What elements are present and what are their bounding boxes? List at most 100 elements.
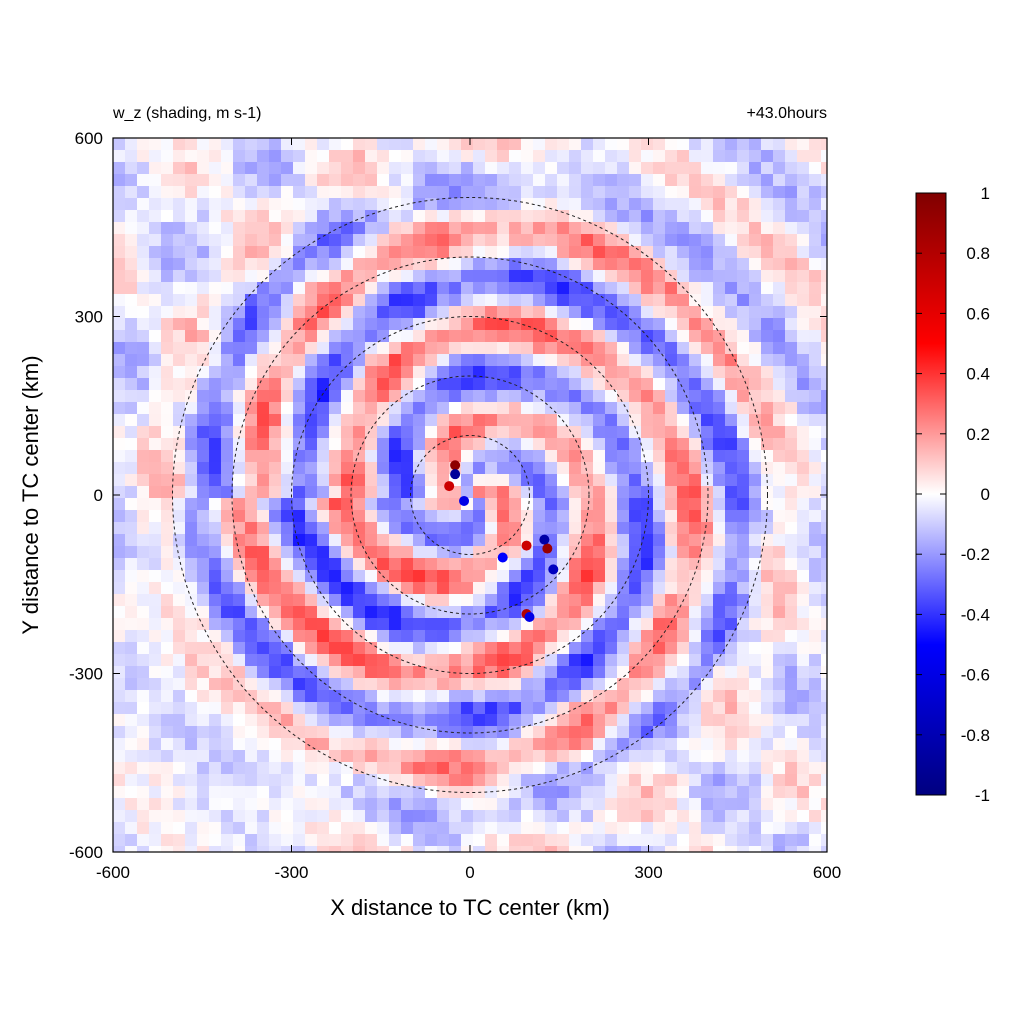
heatmap-cell <box>305 798 318 811</box>
heatmap-cell <box>665 450 678 463</box>
heatmap-cell <box>593 642 606 655</box>
heatmap-cell <box>713 246 726 259</box>
heatmap-cell <box>305 738 318 751</box>
heatmap-cell <box>641 342 654 355</box>
heatmap-cell <box>725 222 738 235</box>
heatmap-cell <box>761 702 774 715</box>
heatmap-cell <box>809 774 822 787</box>
heatmap-cell <box>293 810 306 823</box>
heatmap-cell <box>773 834 786 847</box>
heatmap-cell <box>377 306 390 319</box>
heatmap-cell <box>785 690 798 703</box>
heatmap-cell <box>581 198 594 211</box>
heatmap-cell <box>809 474 822 487</box>
heatmap-cell <box>521 474 534 487</box>
heatmap-cell <box>761 714 774 727</box>
heatmap-cell <box>317 846 330 852</box>
heatmap-cell <box>377 174 390 187</box>
heatmap-cell <box>737 402 750 415</box>
heatmap-cell <box>581 762 594 775</box>
heatmap-cell <box>341 498 354 511</box>
heatmap-cell <box>341 486 354 499</box>
heatmap-cell <box>437 462 450 475</box>
heatmap-cell <box>341 234 354 247</box>
heatmap-cell <box>689 630 702 643</box>
heatmap-cell <box>305 618 318 631</box>
heatmap-cell <box>161 762 174 775</box>
heatmap-cell <box>221 210 234 223</box>
heatmap-cell <box>449 282 462 295</box>
heatmap-cell <box>185 558 198 571</box>
heatmap-cell <box>125 258 138 271</box>
heatmap-cell <box>605 414 618 427</box>
heatmap-cell <box>737 450 750 463</box>
heatmap-cell <box>509 702 522 715</box>
heatmap-cell <box>401 306 414 319</box>
heatmap-cell <box>533 642 546 655</box>
heatmap-cell <box>653 318 666 331</box>
heatmap-cell <box>749 798 762 811</box>
heatmap-cell <box>233 486 246 499</box>
heatmap-cell <box>137 510 150 523</box>
heatmap-cell <box>701 810 714 823</box>
heatmap-cell <box>197 510 210 523</box>
heatmap-cell <box>365 846 378 852</box>
heatmap-cell <box>161 282 174 295</box>
heatmap-cell <box>785 786 798 799</box>
heatmap-cell <box>617 762 630 775</box>
heatmap-cell <box>581 234 594 247</box>
heatmap-cell <box>137 762 150 775</box>
heatmap-cell <box>245 186 258 199</box>
heatmap-cell <box>701 702 714 715</box>
heatmap-cell <box>593 306 606 319</box>
heatmap-cell <box>113 330 126 343</box>
heatmap-cell <box>785 570 798 583</box>
heatmap-cell <box>809 546 822 559</box>
heatmap-cell <box>521 234 534 247</box>
heatmap-cell <box>617 534 630 547</box>
heatmap-cell <box>797 522 810 535</box>
heatmap-cell <box>257 402 270 415</box>
heatmap-cell <box>281 702 294 715</box>
heatmap-cell <box>137 402 150 415</box>
heatmap-cell <box>269 570 282 583</box>
heatmap-cell <box>341 210 354 223</box>
heatmap-cell <box>737 798 750 811</box>
heatmap-cell <box>137 618 150 631</box>
heatmap-cell <box>773 234 786 247</box>
heatmap-cell <box>629 702 642 715</box>
heatmap-cell <box>461 174 474 187</box>
heatmap-cell <box>329 474 342 487</box>
heatmap-cell <box>149 498 162 511</box>
heatmap-cell <box>773 522 786 535</box>
heatmap-cell <box>449 606 462 619</box>
heatmap-cell <box>581 846 594 852</box>
heatmap-cell <box>713 462 726 475</box>
heatmap-cell <box>185 186 198 199</box>
heatmap-cell <box>437 678 450 691</box>
heatmap-cell <box>749 558 762 571</box>
heatmap-cell <box>677 162 690 175</box>
heatmap-cell <box>521 594 534 607</box>
heatmap-cell <box>209 450 222 463</box>
heatmap-cell <box>305 762 318 775</box>
colorbar-tick-label: 0.6 <box>966 304 990 323</box>
heatmap-cell <box>437 498 450 511</box>
heatmap-cell <box>545 186 558 199</box>
heatmap-cell <box>185 222 198 235</box>
heatmap-cell <box>377 258 390 271</box>
heatmap-cell <box>149 366 162 379</box>
heatmap-cell <box>749 606 762 619</box>
heatmap-cell <box>761 342 774 355</box>
heatmap-cell <box>437 654 450 667</box>
heatmap-cell <box>749 390 762 403</box>
heatmap-cell <box>629 378 642 391</box>
heatmap-cell <box>713 690 726 703</box>
heatmap-cell <box>401 354 414 367</box>
heatmap-cell <box>485 798 498 811</box>
heatmap-cell <box>653 270 666 283</box>
heatmap-cell <box>149 150 162 163</box>
heatmap-cell <box>281 426 294 439</box>
colorbar-tick-label: -1 <box>975 786 990 805</box>
heatmap-cell <box>485 258 498 271</box>
